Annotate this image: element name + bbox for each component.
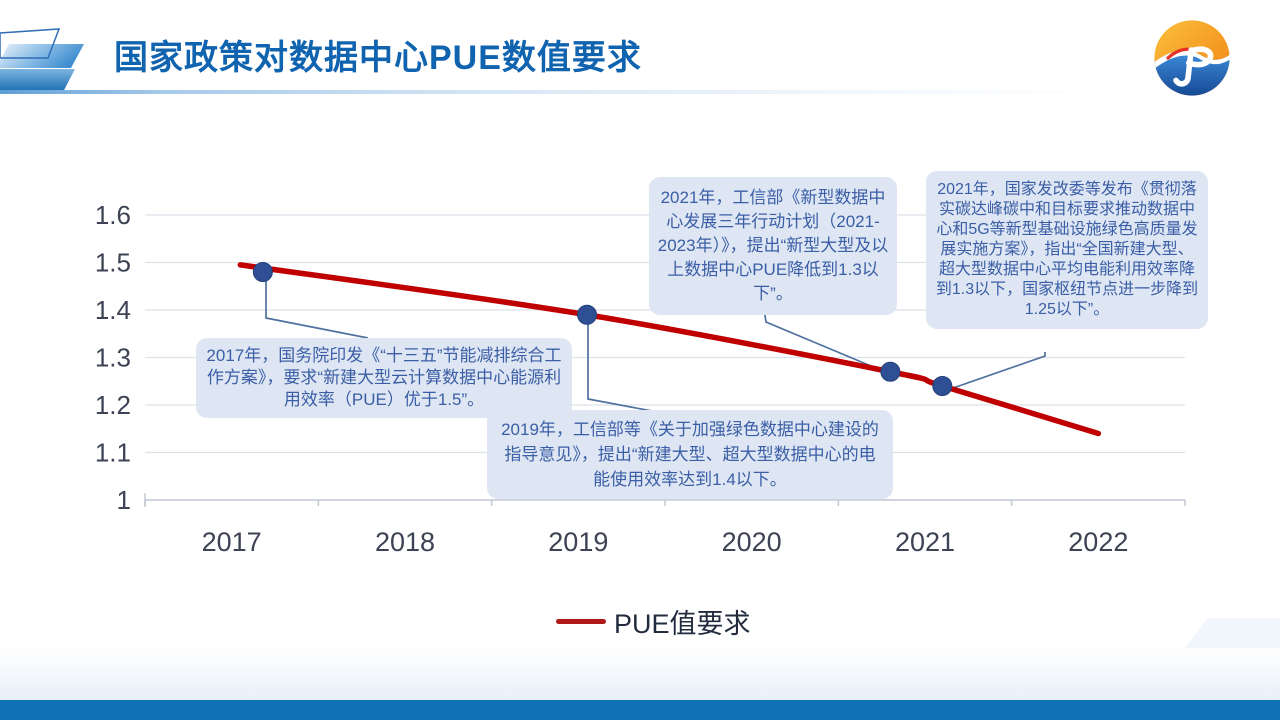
footer-blue-bar	[0, 700, 1280, 720]
data-point-marker	[932, 376, 953, 396]
y-tick-label: 1	[117, 485, 131, 515]
y-tick-label: 1.4	[95, 295, 131, 325]
x-tick-label: 2019	[548, 527, 608, 557]
page-title: 国家政策对数据中心PUE数值要求	[114, 39, 642, 77]
data-point-marker	[577, 304, 597, 325]
y-tick-label: 1.5	[95, 248, 131, 278]
annotation-2021-ndrc: 2021年，国家发改委等发布《贯彻落实碳达峰碳中和目标要求推动数据中心和5G等新…	[926, 171, 1208, 329]
x-tick-label: 2020	[722, 527, 782, 557]
annotation-connector	[587, 324, 653, 412]
x-tick-label: 2022	[1068, 527, 1128, 557]
pue-requirement-line	[237, 262, 1102, 437]
header-underline	[0, 90, 1105, 94]
data-point-marker	[252, 262, 273, 282]
y-tick-label: 1.6	[95, 200, 131, 230]
y-tick-label: 1.1	[95, 438, 131, 468]
annotation-2017: 2017年，国务院印发《“十三五”节能减排综合工作方案》，要求“新建大型云计算数…	[196, 338, 572, 418]
x-tick-label: 2017	[202, 527, 262, 557]
annotation-2021-miit: 2021年，工信部《新型数据中心发展三年行动计划（2021-2023年）》，提出…	[649, 177, 897, 315]
jp-brand-logo-icon	[1154, 20, 1230, 96]
x-tick-label: 2018	[375, 527, 435, 557]
legend-label: PUE值要求	[614, 609, 751, 639]
annotation-connector	[265, 278, 369, 339]
data-point-marker	[880, 361, 901, 382]
annotation-2019: 2019年，工信部等《关于加强绿色数据中心建设的指导意见》，提出“新建大型、超大…	[487, 410, 893, 499]
legend-line-swatch-icon	[556, 619, 606, 624]
footer-gradient-band	[0, 648, 1280, 700]
y-tick-label: 1.3	[95, 343, 131, 373]
chart-legend: PUE值要求	[556, 602, 751, 641]
y-tick-label: 1.2	[95, 390, 131, 420]
x-tick-label: 2021	[895, 527, 955, 557]
